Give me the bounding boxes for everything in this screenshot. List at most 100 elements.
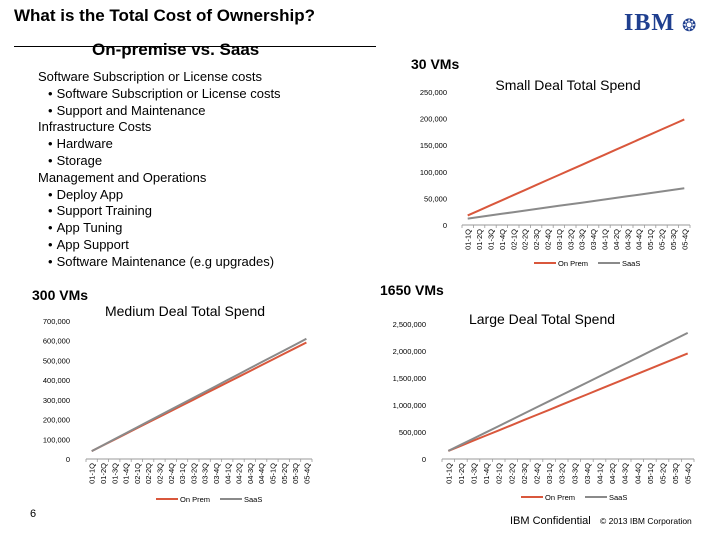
large-deal-x-tick-label: 01-2Q (457, 463, 466, 484)
large-deal-x-tick-label: 03-2Q (558, 463, 567, 484)
small-deal-x-tick-label: 05-4Q (680, 229, 689, 250)
large-deal-x-tick-label: 01-4Q (482, 463, 491, 484)
small-deal-x-tick-label: 03-1Q (555, 229, 564, 250)
small-deal-y-tick-label: 50,000 (424, 194, 447, 203)
cost-item: Storage (38, 153, 281, 170)
medium-deal-x-tick-label: 01-2Q (99, 463, 108, 484)
small-deal-x-tick-label: 02-1Q (509, 229, 518, 250)
large-deal-y-tick-label: 500,000 (399, 428, 426, 437)
ibm-logo-text: IBM (624, 10, 675, 37)
cost-item: Software Maintenance (e.g upgrades) (38, 254, 281, 271)
cost-item: App Tuning (38, 220, 281, 237)
medium-deal-y-tick-label: 700,000 (43, 317, 70, 326)
cost-item: Support Training (38, 203, 281, 220)
medium-deal-x-tick-label: 04-2Q (235, 463, 244, 484)
small-deal-x-tick-label: 04-4Q (635, 229, 644, 250)
small-deal-legend-label: SaaS (622, 259, 640, 268)
small-deal-x-tick-label: 05-2Q (658, 229, 667, 250)
small-deal-x-tick-label: 04-3Q (623, 229, 632, 250)
large-deal-x-tick-label: 03-1Q (545, 463, 554, 484)
medium-deal-chart-title: Medium Deal Total Spend (105, 303, 265, 319)
cost-breakdown-list: Software Subscription or License costs So… (38, 69, 281, 271)
large-deal-y-tick-label: 2,000,000 (393, 347, 426, 356)
small-deal-x-tick-label: 02-4Q (544, 229, 553, 250)
title-underline (14, 46, 376, 47)
cost-item: App Support (38, 237, 281, 254)
small-deal-x-tick-label: 01-2Q (475, 229, 484, 250)
medium-deal-x-tick-label: 03-2Q (189, 463, 198, 484)
large-deal-x-tick-label: 04-4Q (633, 463, 642, 484)
medium-deal-x-tick-label: 03-3Q (201, 463, 210, 484)
large-deal-series-line-on-prem (447, 352, 689, 452)
large-deal-y-tick-label: 2,500,000 (393, 320, 426, 329)
large-deal-y-tick-label: 1,500,000 (393, 374, 426, 383)
medium-deal-y-tick-label: 500,000 (43, 356, 70, 365)
small-deal-chart-title: Small Deal Total Spend (495, 77, 640, 93)
medium-deal-x-tick-label: 02-4Q (167, 463, 176, 484)
large-deal-vm-label: 1650 VMs (380, 282, 444, 298)
medium-deal-x-tick-label: 02-1Q (133, 463, 142, 484)
medium-deal-legend-label: SaaS (244, 495, 262, 504)
large-deal-x-tick-label: 02-2Q (507, 463, 516, 484)
medium-deal-y-tick-label: 100,000 (43, 435, 70, 444)
medium-deal-x-tick-label: 02-2Q (144, 463, 153, 484)
page-number: 6 (30, 508, 37, 520)
large-deal-x-tick-label: 03-4Q (583, 463, 592, 484)
medium-deal-x-tick-label: 03-4Q (212, 463, 221, 484)
medium-deal-x-tick-label: 03-1Q (178, 463, 187, 484)
copyright-label: © 2013 IBM Corporation (600, 516, 692, 526)
small-deal-y-tick-label: 200,000 (420, 115, 447, 124)
small-deal-x-tick-label: 01-1Q (464, 229, 473, 250)
medium-deal-y-tick-label: 200,000 (43, 416, 70, 425)
medium-deal-x-tick-label: 05-1Q (268, 463, 277, 484)
medium-deal-x-tick-label: 01-1Q (88, 463, 97, 484)
medium-deal-y-tick-label: 300,000 (43, 396, 70, 405)
large-deal-x-tick-label: 05-2Q (659, 463, 668, 484)
smarter-planet-icon: ❂ (682, 16, 697, 35)
cost-category: Management and Operations (38, 169, 207, 185)
small-deal-x-tick-label: 01-4Q (498, 229, 507, 250)
small-deal-y-tick-label: 250,000 (420, 88, 447, 97)
small-deal-x-tick-label: 01-3Q (487, 229, 496, 250)
page-title: What is the Total Cost of Ownership? (14, 6, 315, 25)
medium-deal-legend-label: On Prem (180, 495, 210, 504)
medium-deal-x-tick-label: 05-3Q (291, 463, 300, 484)
small-deal-x-tick-label: 02-2Q (521, 229, 530, 250)
medium-deal-x-tick-label: 04-1Q (223, 463, 232, 484)
large-deal-x-tick-label: 03-3Q (570, 463, 579, 484)
small-deal-x-tick-label: 03-4Q (589, 229, 598, 250)
ibm-logo: IBM ❂ (624, 10, 700, 42)
large-deal-x-tick-label: 05-3Q (671, 463, 680, 484)
large-deal-x-tick-label: 02-4Q (533, 463, 542, 484)
medium-deal-x-tick-label: 01-4Q (122, 463, 131, 484)
large-deal-y-tick-label: 1,000,000 (393, 401, 426, 410)
large-deal-legend-label: SaaS (609, 493, 627, 502)
medium-deal-x-tick-label: 05-4Q (302, 463, 311, 484)
large-deal-x-tick-label: 04-1Q (596, 463, 605, 484)
cost-item: Deploy App (38, 187, 281, 204)
large-deal-x-tick-label: 05-4Q (684, 463, 693, 484)
large-deal-chart-title: Large Deal Total Spend (469, 311, 615, 327)
small-deal-y-tick-label: 0 (443, 221, 447, 230)
large-deal-x-tick-label: 01-3Q (470, 463, 479, 484)
large-deal-x-tick-label: 01-1Q (444, 463, 453, 484)
large-deal-y-tick-label: 0 (422, 455, 426, 464)
small-deal-x-tick-label: 04-1Q (601, 229, 610, 250)
cost-category: Software Subscription or License costs (38, 69, 262, 84)
small-deal-y-tick-label: 100,000 (420, 168, 447, 177)
small-deal-x-tick-label: 03-3Q (578, 229, 587, 250)
cost-item: Software Subscription or License costs (38, 86, 281, 103)
large-deal-x-tick-label: 02-1Q (495, 463, 504, 484)
medium-deal-y-tick-label: 400,000 (43, 376, 70, 385)
medium-deal-y-tick-label: 600,000 (43, 337, 70, 346)
medium-deal-y-tick-label: 0 (66, 455, 70, 464)
cost-category: Infrastructure Costs (38, 119, 152, 135)
small-deal-x-tick-label: 03-2Q (566, 229, 575, 250)
page-subtitle: On-premise vs. Saas (92, 40, 260, 59)
medium-deal-vm-label: 300 VMs (32, 287, 89, 303)
large-deal-x-tick-label: 05-1Q (646, 463, 655, 484)
large-deal-x-tick-label: 02-3Q (520, 463, 529, 484)
small-deal-x-tick-label: 02-3Q (532, 229, 541, 250)
small-deal-x-tick-label: 04-2Q (612, 229, 621, 250)
